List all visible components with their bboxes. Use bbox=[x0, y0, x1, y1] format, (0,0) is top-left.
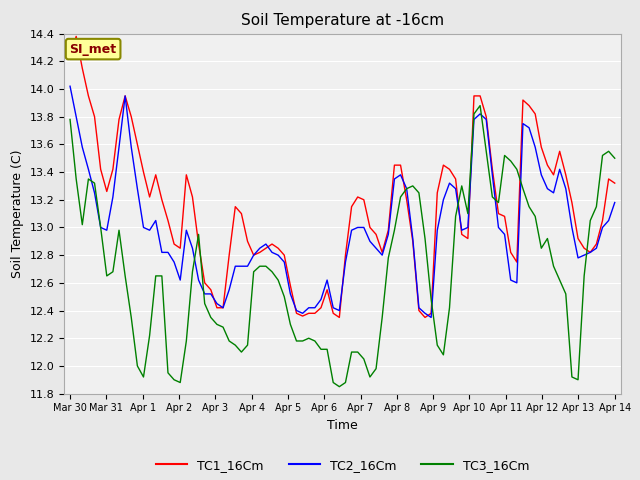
TC3_16Cm bbox=[232, 342, 239, 348]
TC1_16Cm bbox=[543, 162, 551, 168]
TC1_16Cm bbox=[237, 211, 245, 216]
TC1_16Cm bbox=[72, 34, 80, 39]
TC2_16Cm bbox=[538, 172, 545, 178]
TC1_16Cm bbox=[146, 194, 154, 200]
TC2_16Cm bbox=[66, 84, 74, 89]
TC1_16Cm bbox=[66, 56, 74, 61]
TC1_16Cm bbox=[531, 111, 539, 117]
TC1_16Cm bbox=[335, 314, 343, 320]
Text: SI_met: SI_met bbox=[70, 43, 116, 56]
TC2_16Cm bbox=[593, 245, 600, 251]
TC2_16Cm bbox=[611, 200, 619, 205]
Title: Soil Temperature at -16cm: Soil Temperature at -16cm bbox=[241, 13, 444, 28]
TC2_16Cm bbox=[525, 125, 533, 131]
TC2_16Cm bbox=[140, 225, 147, 230]
TC3_16Cm bbox=[476, 103, 484, 108]
TC2_16Cm bbox=[232, 264, 239, 269]
TC3_16Cm bbox=[335, 384, 343, 390]
Line: TC3_16Cm: TC3_16Cm bbox=[70, 106, 615, 387]
Line: TC1_16Cm: TC1_16Cm bbox=[70, 36, 615, 317]
TC3_16Cm bbox=[452, 214, 460, 219]
TC3_16Cm bbox=[531, 214, 539, 219]
Y-axis label: Soil Temperature (C): Soil Temperature (C) bbox=[11, 149, 24, 278]
TC1_16Cm bbox=[458, 231, 465, 237]
TC2_16Cm bbox=[428, 314, 435, 320]
X-axis label: Time: Time bbox=[327, 419, 358, 432]
TC3_16Cm bbox=[611, 156, 619, 161]
TC1_16Cm bbox=[598, 217, 606, 223]
TC3_16Cm bbox=[66, 117, 74, 122]
Legend: TC1_16Cm, TC2_16Cm, TC3_16Cm: TC1_16Cm, TC2_16Cm, TC3_16Cm bbox=[151, 454, 534, 477]
TC3_16Cm bbox=[140, 374, 147, 380]
TC2_16Cm bbox=[452, 186, 460, 192]
TC3_16Cm bbox=[543, 236, 551, 241]
TC1_16Cm bbox=[611, 180, 619, 186]
TC3_16Cm bbox=[598, 153, 606, 158]
Line: TC2_16Cm: TC2_16Cm bbox=[70, 86, 615, 317]
